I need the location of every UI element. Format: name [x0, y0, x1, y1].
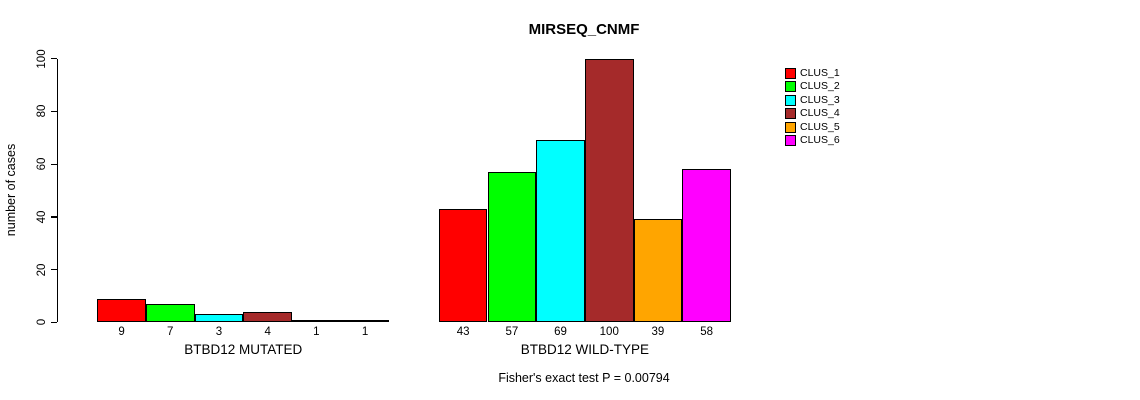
bar-clus-1 [438, 208, 488, 323]
bar-clus-6 [340, 319, 390, 323]
y-axis-tick-label: 20 [36, 263, 48, 276]
bar-value-label: 1 [361, 325, 369, 338]
y-axis-tick-label: 60 [36, 157, 48, 171]
y-axis-label: number of cases [4, 143, 18, 237]
bar-clus-4 [243, 311, 292, 323]
x-group-label: BTBD12 WILD-TYPE [520, 341, 650, 357]
bar-clus-1 [97, 298, 146, 323]
bar-value-label: 9 [118, 325, 125, 338]
legend-label-clus-5: CLUS_5 [800, 120, 840, 133]
bar-clus-4 [584, 58, 634, 323]
bar-clus-3 [536, 140, 585, 323]
y-axis-tick-label: 40 [36, 210, 48, 224]
y-axis-tick-label: 0 [36, 319, 48, 326]
y-axis-line [57, 58, 59, 323]
bar-value-label: 69 [554, 325, 567, 338]
legend-label-clus-3: CLUS_3 [800, 93, 840, 106]
bar-clus-3 [194, 314, 244, 323]
legend-swatch-clus-4 [785, 108, 796, 120]
bar-clus-6 [682, 169, 731, 323]
bar-clus-5 [633, 219, 683, 323]
bar-value-label: 43 [456, 325, 470, 338]
bar-value-label: 7 [167, 325, 174, 338]
y-axis-tick [50, 58, 57, 60]
legend-label-clus-4: CLUS_4 [800, 107, 840, 120]
x-group-label: BTBD12 MUTATED [184, 341, 303, 357]
bar-value-label: 58 [700, 325, 714, 338]
bar-value-label: 4 [264, 325, 271, 338]
legend-swatch-clus-1 [785, 68, 796, 79]
y-axis-tick [50, 110, 57, 113]
legend-swatch-clus-2 [785, 81, 796, 93]
y-axis-tick [50, 321, 57, 324]
legend-label-clus-1: CLUS_1 [800, 67, 840, 79]
y-axis-tick-label: 80 [36, 104, 48, 118]
legend-swatch-clus-6 [785, 135, 796, 146]
y-axis-tick [50, 163, 57, 165]
bar-clus-2 [487, 171, 537, 323]
y-axis-tick-label: 100 [36, 48, 48, 69]
bar-value-label: 1 [313, 325, 320, 338]
bar-value-label: 57 [505, 325, 519, 338]
bar-value-label: 100 [599, 325, 619, 338]
fisher-test-annotation: Fisher's exact test P = 0.00794 [498, 371, 670, 385]
bar-value-label: 3 [215, 325, 223, 338]
bar-clus-5 [292, 319, 341, 323]
legend-swatch-clus-5 [785, 121, 796, 133]
bar-clus-2 [145, 303, 195, 323]
y-axis-tick [50, 216, 57, 218]
legend-label-clus-2: CLUS_2 [800, 80, 840, 93]
y-axis-tick [50, 269, 57, 271]
legend-label-clus-6: CLUS_6 [800, 134, 840, 146]
bar-value-label: 39 [651, 325, 665, 338]
chart-title: MIRSEQ_CNMF [528, 21, 640, 38]
legend-swatch-clus-3 [785, 94, 796, 106]
